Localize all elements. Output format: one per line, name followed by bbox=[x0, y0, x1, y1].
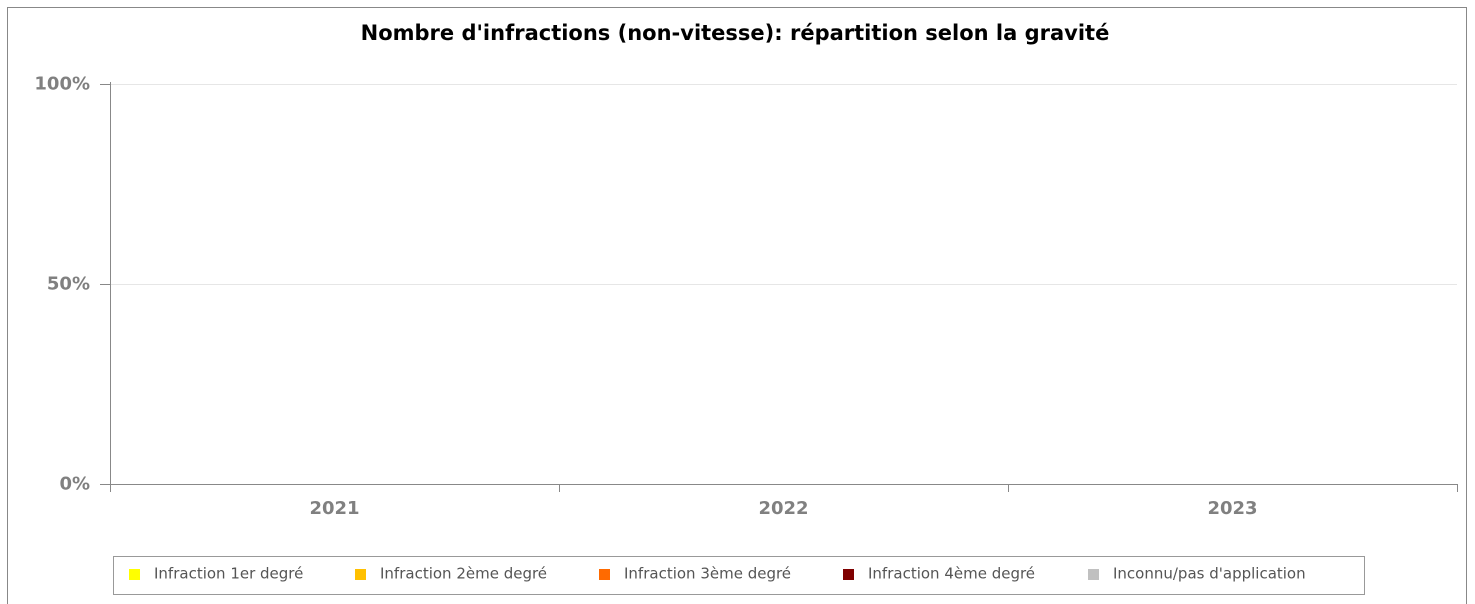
legend-swatch bbox=[599, 569, 610, 580]
y-tick-label: 50% bbox=[47, 274, 90, 295]
chart-frame bbox=[7, 7, 1467, 604]
y-tick-label: 0% bbox=[59, 474, 90, 495]
legend-label: Inconnu/pas d'application bbox=[1113, 565, 1306, 583]
chart-title: Nombre d'infractions (non-vitesse): répa… bbox=[361, 21, 1110, 45]
legend-label: Infraction 3ème degré bbox=[624, 565, 791, 583]
x-tick-label: 2023 bbox=[1207, 498, 1257, 519]
y-tick-label: 100% bbox=[34, 74, 90, 95]
legend-swatch bbox=[1088, 569, 1099, 580]
x-tick-label: 2021 bbox=[309, 498, 359, 519]
legend-swatch bbox=[355, 569, 366, 580]
legend-swatch bbox=[843, 569, 854, 580]
legend-label: Infraction 1er degré bbox=[154, 565, 303, 583]
x-tick-label: 2022 bbox=[758, 498, 808, 519]
legend-swatch bbox=[129, 569, 140, 580]
legend-label: Infraction 2ème degré bbox=[380, 565, 547, 583]
legend-label: Infraction 4ème degré bbox=[868, 565, 1035, 583]
legend-box bbox=[113, 556, 1365, 595]
